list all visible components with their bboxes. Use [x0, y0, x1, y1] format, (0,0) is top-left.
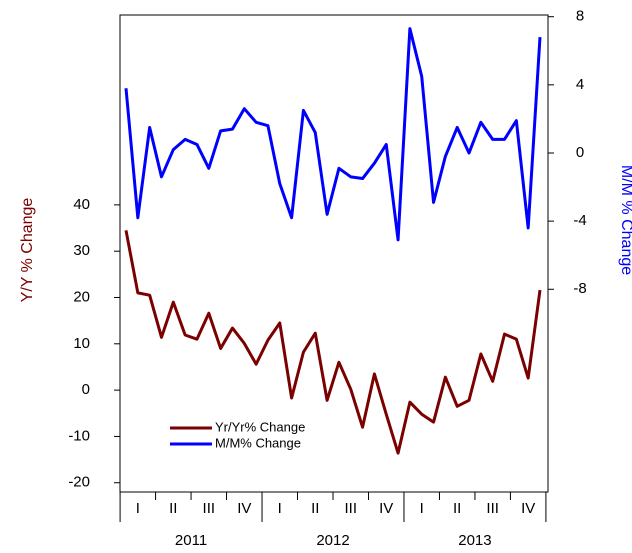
legend-label: M/M% Change: [215, 435, 301, 450]
y2-tick-label: -8: [573, 280, 586, 297]
y2-tick-label: 0: [576, 144, 584, 161]
y2-tick-label: 4: [576, 76, 584, 93]
x-tick-label: I: [420, 500, 424, 517]
x-year-label: 2011: [175, 532, 207, 549]
x-year-label: 2012: [316, 532, 349, 549]
x-tick-label: IV: [237, 500, 251, 517]
x-tick-label: III: [203, 500, 216, 517]
x-tick-label: II: [453, 500, 461, 517]
series-line: [124, 230, 542, 455]
y-tick-label: 20: [73, 288, 90, 305]
series-line: [124, 27, 542, 242]
y-tick-label: -20: [68, 474, 90, 491]
y-tick-label: -10: [68, 427, 90, 444]
y-tick-label: 40: [73, 196, 90, 213]
y2-tick-label: 8: [576, 8, 584, 25]
y2-axis-label: M/M % Change: [618, 165, 632, 275]
x-tick-label: II: [169, 500, 177, 517]
x-tick-label: I: [136, 500, 140, 517]
legend-label: Yr/Yr% Change: [215, 419, 305, 434]
y-axis-label: Y/Y % Change: [19, 198, 36, 303]
x-tick-label: I: [278, 500, 282, 517]
x-tick-label: III: [344, 500, 357, 517]
x-year-label: 2013: [458, 532, 491, 549]
x-tick-label: IV: [521, 500, 535, 517]
x-tick-label: III: [486, 500, 499, 517]
x-tick-label: II: [311, 500, 319, 517]
y-tick-label: 30: [73, 242, 90, 259]
x-tick-label: IV: [379, 500, 393, 517]
plot-frame: [119, 14, 549, 493]
y-tick-label: 0: [82, 381, 90, 398]
y-tick-label: 10: [73, 335, 90, 352]
y2-tick-label: -4: [573, 212, 586, 229]
